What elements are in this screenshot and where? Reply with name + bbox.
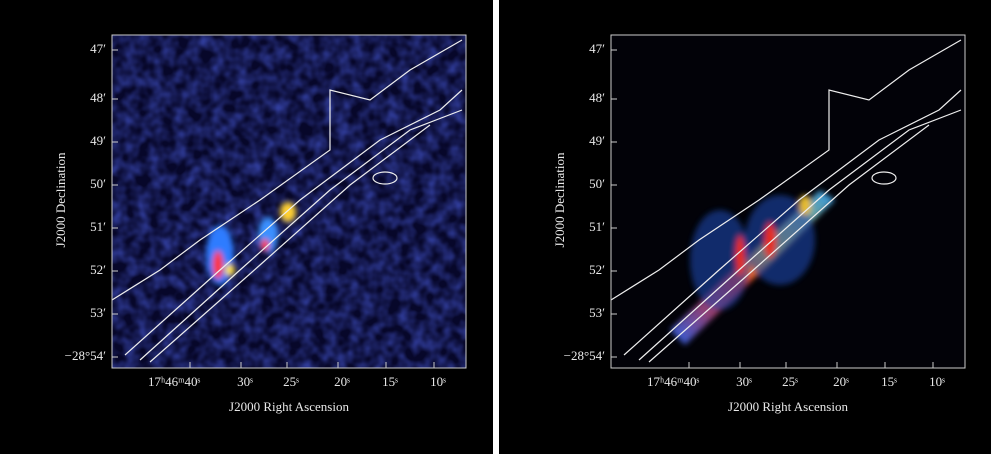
x-tick-label: 25ˢ [283,374,299,389]
x-tick-label: 17ʰ46ᵐ40ˢ [148,374,201,389]
x-axis-title: J2000 Right Ascension [229,399,349,414]
y-tick-label: 53′ [589,305,605,320]
x-tick-label: 20ˢ [334,374,350,389]
x-tick-label: 25ˢ [782,374,798,389]
y-tick-label: 51′ [589,219,605,234]
map-image [611,35,965,368]
x-axis-title: J2000 Right Ascension [728,399,848,414]
y-axis-title: J2000 Declination [53,152,68,247]
x-tick-label: 20ˢ [833,374,849,389]
x-tick-label: 15ˢ [881,374,897,389]
y-tick-label: 51′ [90,219,106,234]
y-tick-label: 52′ [90,262,106,277]
y-tick-label: 48′ [90,90,106,105]
y-axis-title: J2000 Declination [552,152,567,247]
y-tick-label: 48′ [589,90,605,105]
y-tick-label: 50′ [589,176,605,191]
y-tick-label: 50′ [90,176,106,191]
y-tick-label: 52′ [589,262,605,277]
x-tick-label: 30ˢ [736,374,752,389]
x-tick-label: 30ˢ [237,374,253,389]
y-tick-label: 47′ [90,41,106,56]
y-tick-label: 49′ [90,133,106,148]
x-tick-label: 10ˢ [929,374,945,389]
x-tick-label: 10ˢ [430,374,446,389]
x-tick-label: 17ʰ46ᵐ40ˢ [647,374,700,389]
y-tick-label: 49′ [589,133,605,148]
x-tick-label: 15ˢ [382,374,398,389]
map-image [112,35,466,368]
y-tick-label: −28°54′ [65,348,107,363]
y-tick-label: 47′ [589,41,605,56]
figure: 47′ 48′ 49′ 50′ 51′ 52′ 53′ −28°54′ 17ʰ46ᵐ40ˢ 30ˢ… [0,0,991,454]
y-tick-label: 53′ [90,305,106,320]
y-tick-label: −28°54′ [564,348,606,363]
